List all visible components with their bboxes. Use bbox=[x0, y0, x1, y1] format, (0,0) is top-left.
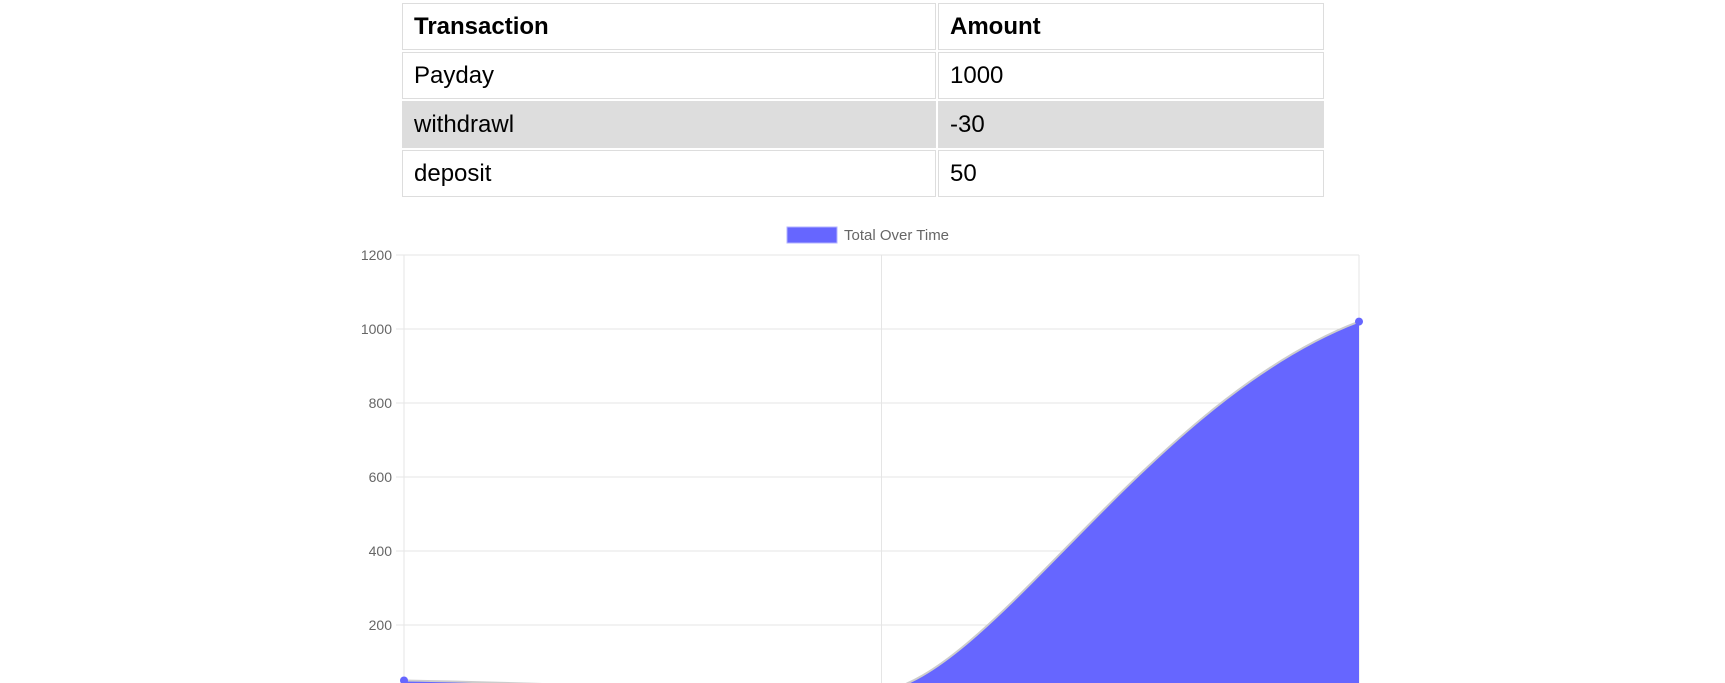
cell-amount: -30 bbox=[938, 101, 1324, 148]
transactions-table: Transaction Amount Payday 1000 withdrawl… bbox=[400, 1, 1326, 199]
y-tick-label: 1000 bbox=[361, 321, 392, 337]
y-tick-label: 600 bbox=[369, 469, 393, 485]
cell-amount: 1000 bbox=[938, 52, 1324, 99]
area-fill bbox=[404, 321, 1359, 683]
table-row: withdrawl -30 bbox=[402, 101, 1324, 148]
y-tick-label: 400 bbox=[369, 543, 393, 559]
data-point[interactable] bbox=[1355, 317, 1363, 326]
legend-label: Total Over Time bbox=[844, 227, 949, 244]
cell-transaction: withdrawl bbox=[402, 101, 936, 148]
area-line bbox=[403, 320, 1360, 683]
header-amount: Amount bbox=[938, 3, 1324, 50]
table-row: deposit 50 bbox=[402, 150, 1324, 197]
table-header-row: Transaction Amount bbox=[402, 3, 1324, 50]
legend-swatch bbox=[786, 226, 838, 244]
header-transaction: Transaction bbox=[402, 3, 936, 50]
y-tick-label: 1200 bbox=[361, 247, 392, 263]
y-axis-ticks: 1200 1000 800 600 400 200 bbox=[361, 247, 392, 633]
y-tick-label: 200 bbox=[369, 617, 393, 633]
table-row: Payday 1000 bbox=[402, 52, 1324, 99]
cell-amount: 50 bbox=[938, 150, 1324, 197]
legend[interactable]: Total Over Time bbox=[786, 226, 949, 244]
area-series bbox=[403, 320, 1360, 683]
cell-transaction: Payday bbox=[402, 52, 936, 99]
data-points bbox=[400, 317, 1363, 683]
y-tick-label: 800 bbox=[369, 395, 393, 411]
cell-transaction: deposit bbox=[402, 150, 936, 197]
data-point[interactable] bbox=[400, 676, 408, 683]
